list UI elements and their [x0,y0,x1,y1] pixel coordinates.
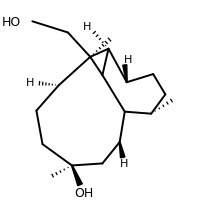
Text: HO: HO [2,16,21,29]
Polygon shape [119,142,125,158]
Text: OH: OH [74,186,94,199]
Text: H: H [124,55,132,65]
Polygon shape [123,65,127,83]
Polygon shape [72,165,82,186]
Text: H: H [82,22,91,32]
Text: H: H [120,159,128,169]
Text: H: H [26,78,35,88]
